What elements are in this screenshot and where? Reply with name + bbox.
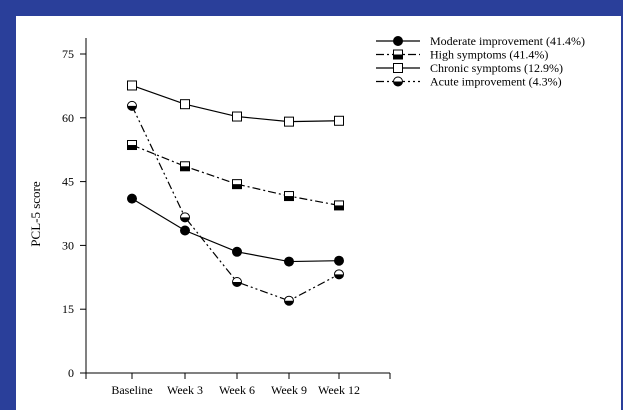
y-tick-label: 60 bbox=[62, 111, 74, 125]
data-point bbox=[284, 116, 294, 127]
legend-item: High symptoms (41.4%) bbox=[376, 48, 548, 62]
data-point bbox=[334, 269, 344, 280]
y-tick-label: 45 bbox=[62, 175, 74, 189]
legend-item: Chronic symptoms (12.9%) bbox=[376, 61, 563, 75]
data-point bbox=[180, 225, 190, 236]
data-point bbox=[127, 193, 137, 204]
y-tick-label: 75 bbox=[62, 47, 74, 61]
series-0 bbox=[127, 193, 344, 267]
legend: Moderate improvement (41.4%)High symptom… bbox=[376, 34, 585, 89]
series-group bbox=[127, 80, 344, 306]
legend-marker bbox=[393, 49, 403, 60]
legend-label: Acute improvement (4.3%) bbox=[430, 75, 562, 89]
x-tick-label: Week 6 bbox=[219, 383, 255, 397]
data-point bbox=[232, 111, 242, 122]
series-line bbox=[131, 144, 340, 207]
series-3 bbox=[127, 100, 344, 306]
y-ticks: 0 15 30 45 60 75 bbox=[62, 47, 86, 380]
legend-marker bbox=[393, 63, 403, 73]
data-point bbox=[284, 191, 294, 202]
legend-label: Moderate improvement (41.4%) bbox=[430, 34, 585, 48]
chart-panel bbox=[16, 16, 621, 410]
x-tick-label: Week 3 bbox=[167, 383, 203, 397]
legend-item: Moderate improvement (41.4%) bbox=[376, 34, 585, 48]
data-point bbox=[334, 255, 344, 266]
data-point bbox=[180, 99, 190, 110]
legend-label: High symptoms (41.4%) bbox=[430, 48, 548, 62]
y-axis-title: PCL-5 score bbox=[28, 181, 43, 247]
data-point bbox=[127, 80, 137, 91]
x-tick-label: Week 9 bbox=[271, 383, 307, 397]
legend-item: Acute improvement (4.3%) bbox=[376, 75, 562, 89]
x-tick-label: Week 12 bbox=[318, 383, 360, 397]
data-point bbox=[180, 161, 190, 172]
x-tick-label: Baseline bbox=[111, 383, 152, 397]
y-tick-label: 30 bbox=[62, 238, 74, 252]
data-point bbox=[284, 256, 294, 267]
x-ticks: Baseline Week 3 Week 6 Week 9 Week 12 bbox=[85, 373, 391, 397]
y-tick-label: 15 bbox=[62, 302, 74, 316]
data-point bbox=[232, 246, 242, 257]
legend-label: Chronic symptoms (12.9%) bbox=[430, 61, 563, 75]
series-1 bbox=[127, 140, 344, 211]
data-point bbox=[180, 212, 190, 223]
data-point bbox=[232, 179, 242, 190]
legend-marker bbox=[393, 76, 403, 87]
legend-marker bbox=[393, 36, 403, 46]
data-point bbox=[334, 115, 344, 126]
series-line bbox=[131, 105, 340, 302]
data-point bbox=[127, 100, 137, 111]
y-tick-label: 0 bbox=[68, 366, 74, 380]
series-2 bbox=[127, 80, 344, 127]
data-point bbox=[284, 295, 294, 306]
data-point bbox=[232, 276, 242, 287]
data-point bbox=[334, 200, 344, 211]
data-point bbox=[127, 140, 137, 151]
